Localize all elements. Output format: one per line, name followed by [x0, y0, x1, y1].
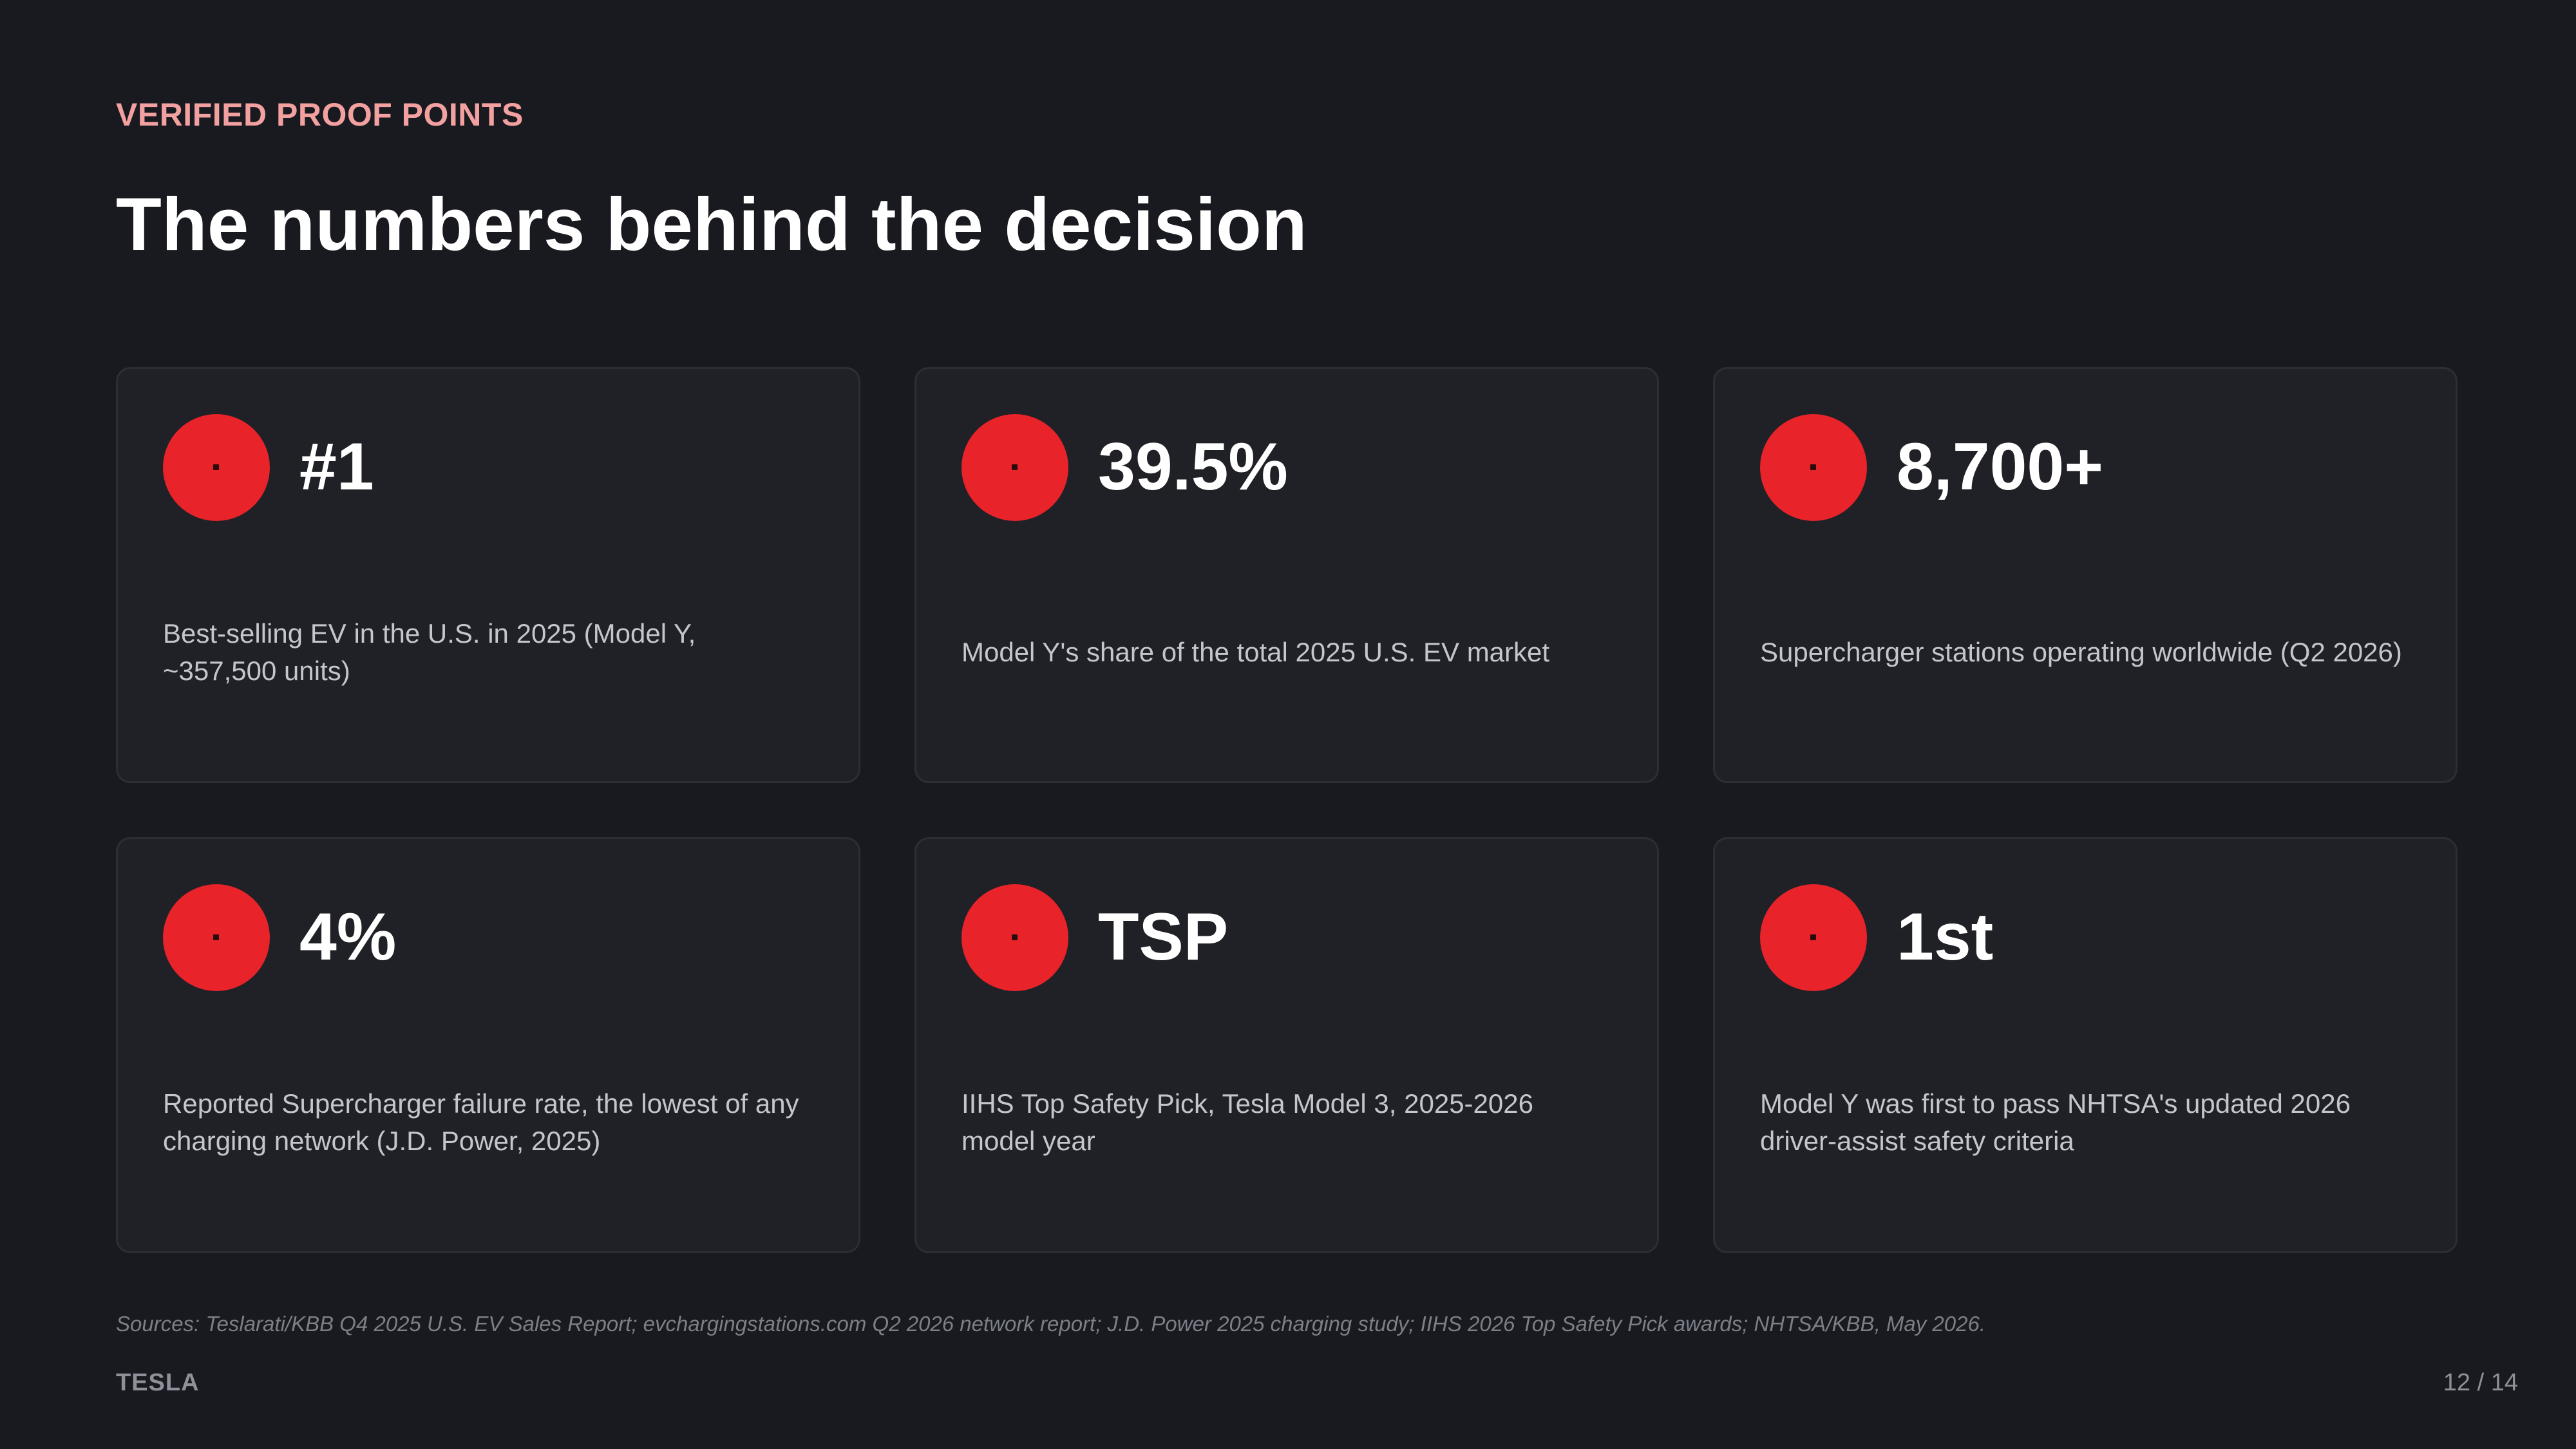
stat-description-wrap: Reported Supercharger failure rate, the …	[163, 1032, 813, 1213]
shield-icon	[961, 884, 1068, 991]
stat-card-best-selling: #1 Best-selling EV in the U.S. in 2025 (…	[116, 367, 860, 783]
stat-description: Model Y's share of the total 2025 U.S. E…	[961, 637, 1550, 667]
stat-description: Model Y was first to pass NHTSA's update…	[1760, 1088, 2351, 1156]
sources-footnote: Sources: Teslarati/KBB Q4 2025 U.S. EV S…	[116, 1312, 1986, 1336]
stat-description-wrap: Model Y was first to pass NHTSA's update…	[1760, 1032, 2410, 1213]
pie-chart-icon	[961, 414, 1068, 521]
footer-brand: TESLA	[116, 1369, 200, 1396]
trophy-icon	[163, 414, 270, 521]
stat-value: #1	[299, 430, 374, 504]
eyebrow-label: VERIFIED PROOF POINTS	[116, 97, 524, 133]
stat-card-grid: #1 Best-selling EV in the U.S. in 2025 (…	[116, 367, 2458, 1253]
stat-value: 1st	[1897, 900, 1994, 974]
charging-station-icon	[1760, 414, 1867, 521]
rocket-icon	[1760, 884, 1867, 991]
stat-description: IIHS Top Safety Pick, Tesla Model 3, 202…	[961, 1088, 1533, 1156]
stat-card-nhtsa-first: 1st Model Y was first to pass NHTSA's up…	[1713, 837, 2458, 1253]
stat-value: 8,700+	[1897, 430, 2103, 504]
page-title: The numbers behind the decision	[116, 182, 1307, 266]
stat-value: TSP	[1098, 900, 1229, 974]
stat-card-failure-rate: 4% Reported Supercharger failure rate, t…	[116, 837, 860, 1253]
wrench-icon	[163, 884, 270, 991]
stat-description-wrap: Model Y's share of the total 2025 U.S. E…	[961, 562, 1612, 743]
stat-card-supercharger-stations: 8,700+ Supercharger stations operating w…	[1713, 367, 2458, 783]
stat-value: 4%	[299, 900, 397, 974]
stat-description: Supercharger stations operating worldwid…	[1760, 637, 2402, 667]
stat-description: Best-selling EV in the U.S. in 2025 (Mod…	[163, 618, 696, 686]
stat-description-wrap: IIHS Top Safety Pick, Tesla Model 3, 202…	[961, 1032, 1612, 1213]
stat-card-safety-pick: TSP IIHS Top Safety Pick, Tesla Model 3,…	[914, 837, 1659, 1253]
page-number: 12 / 14	[2443, 1369, 2518, 1396]
stat-description: Reported Supercharger failure rate, the …	[163, 1088, 799, 1156]
stat-description-wrap: Supercharger stations operating worldwid…	[1760, 562, 2410, 743]
stat-card-market-share: 39.5% Model Y's share of the total 2025 …	[914, 367, 1659, 783]
stat-description-wrap: Best-selling EV in the U.S. in 2025 (Mod…	[163, 562, 813, 743]
stat-value: 39.5%	[1098, 430, 1288, 504]
